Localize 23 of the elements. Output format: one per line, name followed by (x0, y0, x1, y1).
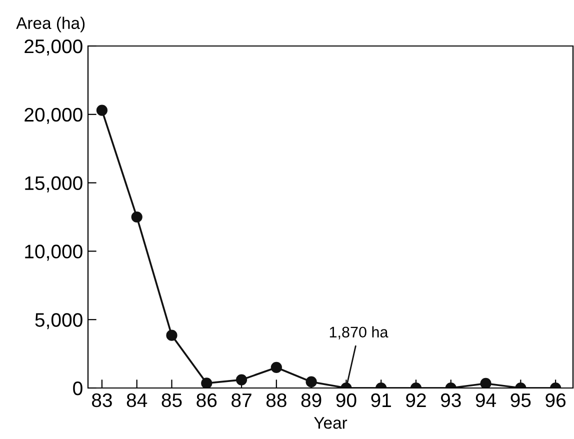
x-tick-label: 91 (371, 393, 391, 408)
x-tick-label: 83 (92, 393, 112, 408)
y-tick-label: 0 (73, 381, 82, 396)
x-tick-label: 90 (336, 393, 356, 408)
x-axis-title: Year (314, 417, 348, 429)
x-tick-label: 96 (546, 393, 566, 408)
x-tick-label: 94 (476, 393, 496, 408)
y-tick-label: 5,000 (35, 313, 82, 330)
y-tick-label: 10,000 (25, 244, 82, 261)
x-tick-label: 92 (406, 393, 426, 408)
y-tick-label: 15,000 (25, 176, 82, 192)
y-tick-label: 20,000 (24, 108, 82, 124)
x-tick-label: 85 (162, 393, 182, 408)
y-axis-title: Area (ha) (16, 16, 85, 32)
x-tick-label: 87 (232, 393, 252, 408)
x-tick-label: 86 (196, 393, 217, 408)
x-tick-label: 84 (126, 393, 148, 408)
x-tick-label: 93 (440, 393, 461, 408)
x-tick-label: 89 (301, 393, 322, 408)
annotation: 1,870 ha (330, 326, 388, 340)
x-tick-label: 88 (266, 393, 286, 408)
y-tick-label: 25,000 (24, 39, 82, 56)
x-tick-label: 95 (510, 393, 531, 408)
